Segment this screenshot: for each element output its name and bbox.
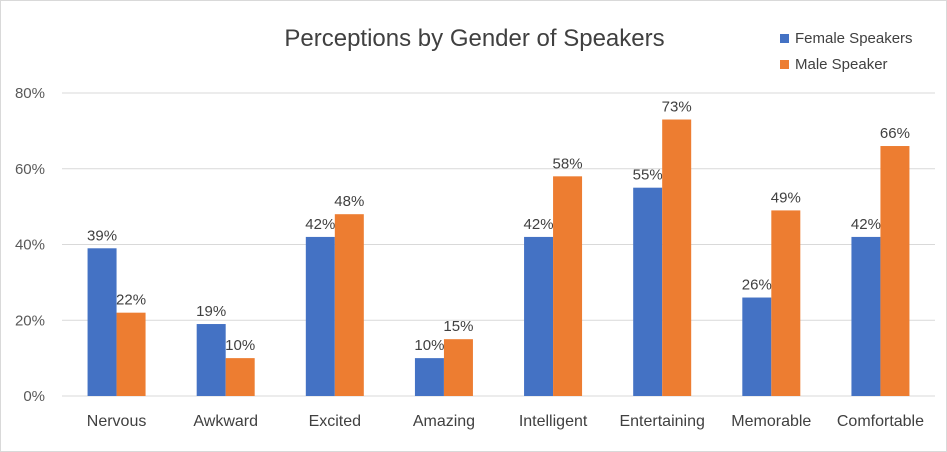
x-tick-label: Amazing (413, 413, 475, 430)
data-label: 66% (880, 125, 910, 142)
data-label: 55% (633, 167, 663, 184)
data-label: 39% (87, 227, 117, 244)
x-tick-label: Entertaining (619, 413, 704, 430)
bar-female (742, 297, 772, 396)
bar-female (196, 324, 226, 396)
legend-label-male: Male Speaker (795, 55, 888, 73)
bar-female (633, 187, 663, 396)
bar-male (553, 176, 583, 396)
data-label: 15% (443, 318, 473, 335)
bar-male (662, 119, 692, 396)
bar-male (880, 146, 910, 396)
bar-male (116, 312, 146, 396)
x-tick-label: Memorable (731, 413, 811, 430)
legend-swatch-female (780, 33, 789, 43)
data-label: 42% (305, 216, 335, 233)
data-label: 10% (414, 337, 444, 354)
bar-female (414, 358, 444, 396)
data-label: 49% (771, 189, 801, 206)
bar-female (851, 236, 881, 396)
x-tick-label: Intelligent (519, 413, 588, 430)
y-tick-label: 80% (15, 85, 45, 102)
x-tick-label: Comfortable (837, 413, 924, 430)
legend-swatch-male (780, 59, 789, 69)
bar-male (771, 210, 801, 396)
bar-female (524, 236, 554, 396)
data-label: 19% (196, 303, 226, 320)
y-tick-label: 40% (15, 237, 45, 254)
chart-title: Perceptions by Gender of Speakers (284, 25, 665, 52)
y-tick-label: 60% (15, 161, 45, 178)
legend-label-female: Female Speakers (795, 29, 913, 47)
legend-item-female: Female Speakers (780, 25, 913, 51)
bar-female (305, 236, 335, 396)
data-label: 26% (742, 277, 772, 294)
data-label: 58% (553, 155, 583, 172)
x-tick-label: Excited (309, 413, 361, 430)
chart-legend: Female Speakers Male Speaker (780, 25, 913, 77)
bar-female (87, 248, 117, 396)
data-label: 48% (334, 193, 364, 210)
data-label: 22% (116, 292, 146, 309)
bar-male (443, 339, 473, 396)
bar-male (334, 214, 364, 396)
x-tick-label: Nervous (87, 413, 147, 430)
data-label: 42% (524, 216, 554, 233)
data-label: 10% (225, 337, 255, 354)
legend-item-male: Male Speaker (780, 51, 913, 77)
y-tick-label: 0% (23, 388, 45, 405)
data-label: 73% (662, 99, 692, 116)
x-tick-label: Awkward (193, 413, 258, 430)
data-label: 42% (851, 216, 881, 233)
y-tick-label: 20% (15, 312, 45, 329)
bar-male (225, 358, 255, 396)
